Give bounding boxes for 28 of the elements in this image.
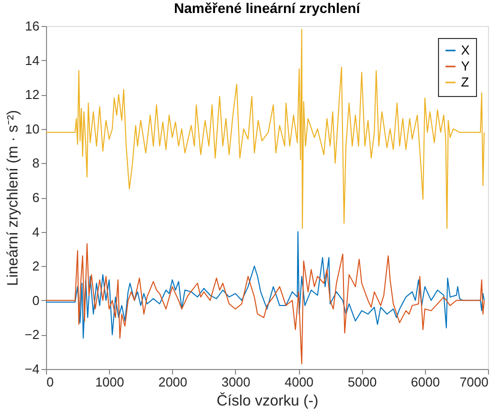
y-tick-label: 8 <box>32 156 40 171</box>
x-axis-title: Číslo vzorku (-) <box>216 392 318 410</box>
y-tick-label: 2 <box>32 258 40 274</box>
y-axis-title: Lineární zrychlení (m · s⁻²) <box>4 110 22 286</box>
y-tick-label: −2 <box>24 327 40 342</box>
y-tick-label: 0 <box>32 292 40 308</box>
y-tick-label: 4 <box>32 224 40 240</box>
y-tick-label: −4 <box>24 362 40 376</box>
x-tick-label: 3000 <box>221 374 250 390</box>
y-tick-label: 10 <box>25 121 40 136</box>
x-tick-label: 0 <box>46 374 54 390</box>
line-series <box>46 28 485 229</box>
x-tick-label: 4000 <box>284 374 314 390</box>
legend-label: X <box>461 42 470 58</box>
y-tick-label: 12 <box>25 87 40 102</box>
x-tick-label: 6000 <box>410 374 440 390</box>
y-tick-label: 14 <box>25 52 40 68</box>
legend-label: Y <box>461 58 470 74</box>
line-series <box>46 231 485 339</box>
x-tick-label: 5000 <box>348 374 377 390</box>
y-tick-label: 6 <box>32 190 40 205</box>
chart-title: Naměřené lineární zrychlení <box>174 0 362 16</box>
x-tick-label: 1000 <box>95 374 124 390</box>
line-series <box>46 243 485 364</box>
x-tick-label: 2000 <box>158 374 188 390</box>
legend-label: Z <box>461 74 469 90</box>
x-tick-label: 7000 <box>460 374 488 390</box>
y-tick-label: 16 <box>25 18 40 34</box>
